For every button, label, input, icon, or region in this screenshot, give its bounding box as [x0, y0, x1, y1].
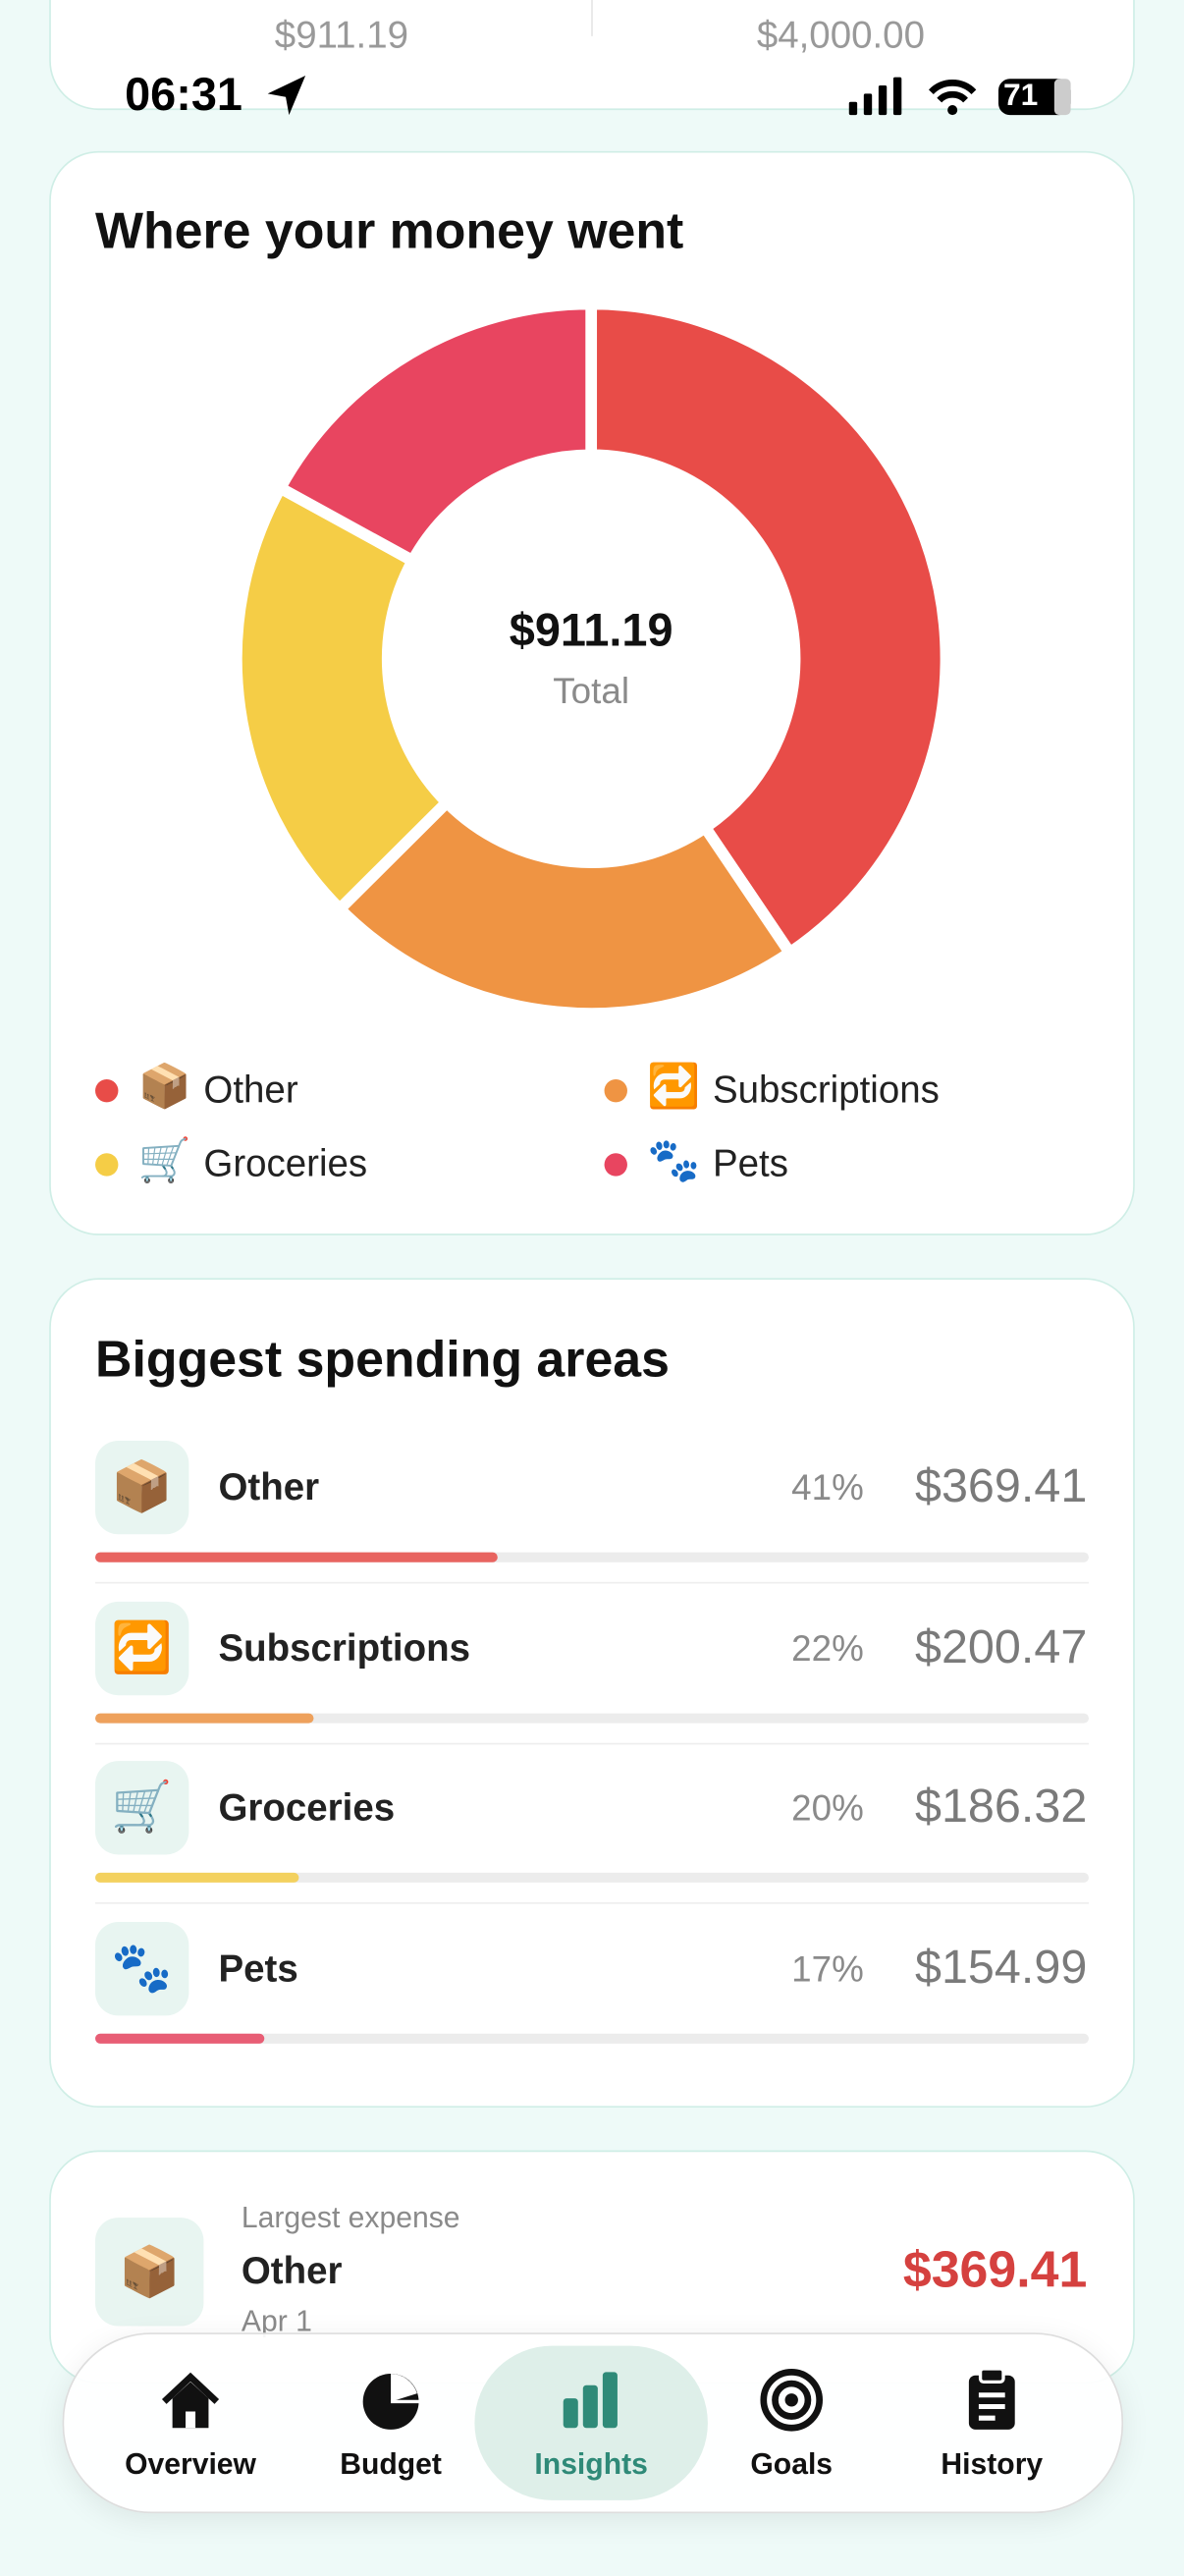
- category-percent: 20%: [791, 1786, 864, 1829]
- tab-label[interactable]: Insights: [534, 2447, 648, 2481]
- progress-bar: [95, 1872, 298, 1883]
- row-separator: [95, 1901, 1089, 1904]
- tab-label[interactable]: Goals: [750, 2447, 834, 2481]
- location-icon: [267, 75, 306, 116]
- row-separator: [95, 1581, 1089, 1584]
- row-separator: [95, 1741, 1089, 1744]
- category-percent: 41%: [791, 1466, 864, 1508]
- battery-level: 71: [1003, 79, 1039, 114]
- category-name: Other: [218, 1465, 320, 1508]
- spending-card: [49, 1278, 1135, 2109]
- tab-icon: [362, 2374, 419, 2430]
- progress-bar: [95, 2032, 265, 2043]
- center-label: Total: [553, 670, 630, 712]
- category-name: Subscriptions: [218, 1625, 470, 1669]
- legend-dot: [95, 1153, 119, 1177]
- largest-label: Largest expense: [241, 2201, 460, 2234]
- donut-chart: [231, 298, 952, 1019]
- donut-slice: [585, 298, 952, 959]
- tab-icon: [563, 2372, 618, 2429]
- tab-icon: [968, 2367, 1015, 2430]
- category-percent: 22%: [791, 1626, 864, 1669]
- progress-track: [95, 2032, 1089, 2043]
- center-value: $911.19: [509, 604, 673, 656]
- legend-icon: 🐾: [647, 1134, 701, 1185]
- legend-icon: 🔁: [647, 1061, 701, 1111]
- divider: [591, 0, 593, 36]
- tab-icon: [161, 2372, 220, 2429]
- largest-amount: $369.41: [902, 2240, 1088, 2299]
- largest-icon: 📦: [95, 2218, 204, 2327]
- progress-bar: [95, 1552, 499, 1562]
- progress-track: [95, 1872, 1089, 1883]
- category-name: Groceries: [218, 1785, 396, 1829]
- tab-label[interactable]: History: [941, 2447, 1044, 2481]
- tab-label[interactable]: Budget: [340, 2447, 442, 2481]
- largest-name: Other: [241, 2248, 343, 2292]
- category-percent: 17%: [791, 1946, 864, 1989]
- progress-track: [95, 1712, 1089, 1723]
- progress-bar: [95, 1712, 314, 1723]
- status-icons: [848, 77, 1071, 116]
- legend-label: Pets: [712, 1141, 788, 1185]
- donut-slice: [274, 298, 598, 567]
- legend-dot: [604, 1153, 627, 1177]
- legend-dot: [604, 1078, 627, 1103]
- category-icon: 🔁: [95, 1601, 189, 1695]
- progress-track: [95, 1552, 1089, 1562]
- legend-label: Subscriptions: [712, 1068, 940, 1111]
- donut-slice: [334, 796, 796, 1019]
- category-amount: $200.47: [914, 1620, 1088, 1673]
- chart-title: Where your money went: [95, 201, 684, 260]
- status-time: 06:31: [125, 69, 242, 121]
- category-icon: 📦: [95, 1440, 189, 1535]
- category-name: Pets: [218, 1946, 298, 1989]
- donut-slice: [231, 482, 453, 915]
- category-icon: 🐾: [95, 1921, 189, 2015]
- category-amount: $186.32: [914, 1781, 1088, 1834]
- spent-value: $911.19: [274, 13, 409, 56]
- legend-label: Groceries: [203, 1141, 368, 1185]
- tab-icon: [760, 2369, 824, 2432]
- spending-title: Biggest spending areas: [95, 1330, 670, 1389]
- legend-icon: 📦: [137, 1061, 191, 1111]
- category-amount: $369.41: [914, 1460, 1088, 1513]
- tab-label[interactable]: Overview: [125, 2447, 256, 2481]
- category-amount: $154.99: [914, 1941, 1088, 1994]
- legend-label: Other: [203, 1068, 298, 1111]
- legend-icon: 🛒: [137, 1134, 191, 1185]
- budget-value: $4,000.00: [756, 13, 925, 56]
- legend-dot: [95, 1078, 119, 1103]
- largest-date: Apr 1: [241, 2304, 312, 2338]
- category-icon: 🛒: [95, 1761, 189, 1855]
